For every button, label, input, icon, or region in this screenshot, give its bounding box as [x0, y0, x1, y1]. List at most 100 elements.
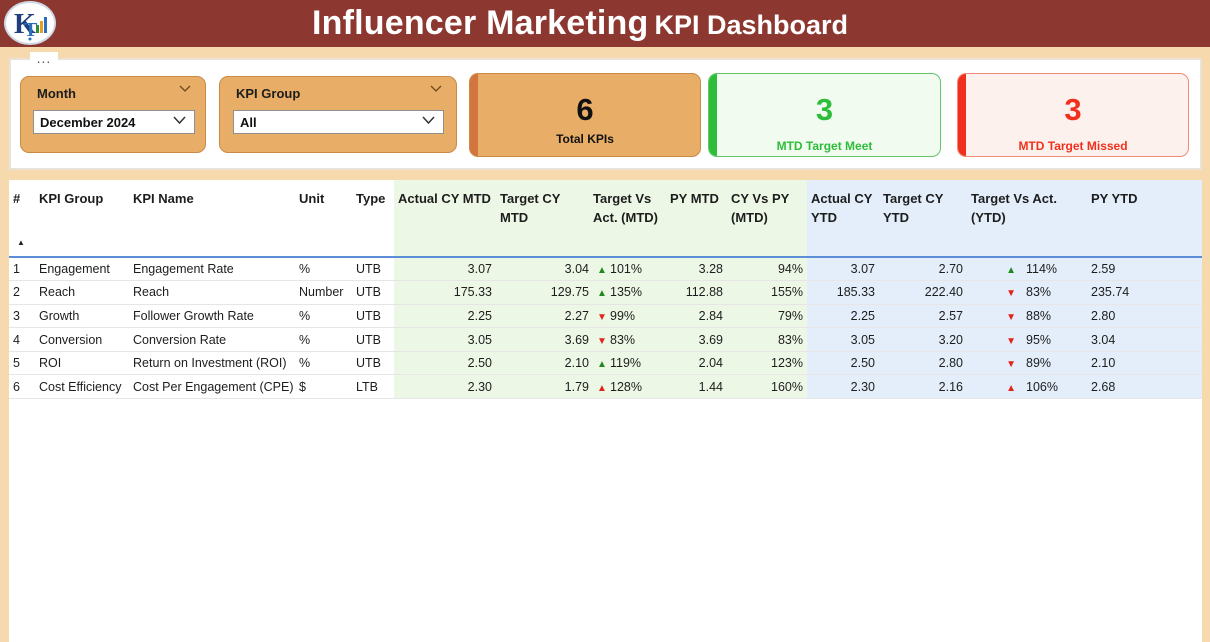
- kpi-table-panel: # ▲ KPI Group KPI Name Unit Type Actual C…: [9, 180, 1202, 642]
- cell-index: 3: [9, 304, 35, 329]
- cell-target-cy-ytd: 2.57: [879, 304, 967, 329]
- table-row[interactable]: 5 ROI Return on Investment (ROI)% UTB 2.50 2.…: [9, 351, 1202, 376]
- cell-target-cy-mtd: 3.04: [496, 257, 593, 282]
- table-row[interactable]: 4 Conversion Conversion Rate% UTB 3.05 3.69 ▼ 8…: [9, 327, 1202, 352]
- cell-target-vs-act-ytd: 83%: [1022, 280, 1087, 305]
- cell-status-icon-mtd: ▼: [593, 327, 607, 352]
- cell-actual-cy-ytd: 3.05: [807, 327, 879, 352]
- cell-status-icon-mtd: ▲: [593, 374, 607, 400]
- more-options-icon[interactable]: ...: [30, 51, 58, 66]
- cell-kpi-name: Conversion Rate: [129, 327, 295, 352]
- cell-index: 5: [9, 351, 35, 376]
- card-accent-stripe: [709, 74, 717, 156]
- cell-kpi-group: Cost Efficiency: [35, 374, 129, 400]
- col-header-index[interactable]: # ▲: [9, 180, 35, 257]
- cell-target-vs-act-mtd: 135%: [606, 280, 666, 305]
- cell-status-icon-mtd: ▲: [593, 351, 607, 376]
- kpi-group-dropdown[interactable]: All: [233, 110, 444, 134]
- page-title: Influencer Marketing KPI Dashboard: [0, 0, 1160, 47]
- kpi-group-slicer: KPI Group All: [219, 76, 457, 153]
- svg-text:T: T: [24, 19, 38, 41]
- col-header-kpi-group[interactable]: KPI Group: [39, 191, 104, 206]
- month-slicer: Month December 2024: [20, 76, 206, 153]
- logo-icon: K T: [4, 1, 56, 45]
- month-selected-value: December 2024: [40, 115, 136, 130]
- mtd-target-meet-value: 3: [815, 92, 834, 127]
- cell-index: 2: [9, 280, 35, 305]
- cell-status-icon-ytd: ▼: [967, 351, 1022, 376]
- cell-status-icon-ytd: ▼: [967, 327, 1022, 352]
- cell-target-vs-act-ytd: 89%: [1022, 351, 1087, 376]
- cell-target-cy-mtd: 3.69: [496, 327, 593, 352]
- col-header-py-ytd[interactable]: PY YTD: [1087, 180, 1202, 257]
- table-row[interactable]: 6 Cost Efficiency Cost Per Engagement (CPE…: [9, 374, 1202, 400]
- col-header-unit[interactable]: Unit: [299, 191, 325, 206]
- cell-cy-vs-py-mtd: 155%: [727, 280, 807, 305]
- cell-actual-cy-ytd: 2.30: [807, 374, 879, 400]
- up-arrow-icon: ▲: [597, 288, 607, 300]
- col-header-target-cy-mtd[interactable]: Target CY MTD: [496, 180, 593, 257]
- total-kpis-caption: Total KPIs: [556, 132, 614, 146]
- chevron-down-icon[interactable]: [430, 85, 442, 93]
- col-header-target-vs-act-mtd[interactable]: Target Vs Act. (MTD): [593, 180, 666, 257]
- cell-target-vs-act-mtd: 99%: [606, 304, 666, 329]
- cell-status-icon-mtd: ▲: [593, 280, 607, 305]
- kpi-group-selected-value: All: [240, 115, 257, 130]
- col-header-type[interactable]: Type: [356, 191, 386, 206]
- cell-target-vs-act-mtd: 101%: [606, 257, 666, 282]
- cell-kpi-group: ROI: [35, 351, 129, 376]
- cell-target-vs-act-ytd: 114%: [1022, 257, 1087, 282]
- cell-target-cy-ytd: 2.70: [879, 257, 967, 282]
- down-arrow-icon: ▼: [1006, 359, 1016, 371]
- cell-actual-cy-mtd: 2.25: [394, 304, 496, 329]
- chevron-down-icon: [173, 116, 186, 125]
- col-header-target-vs-act-ytd[interactable]: Target Vs Act. (YTD): [967, 180, 1087, 257]
- cell-cy-vs-py-mtd: 83%: [727, 327, 807, 352]
- cell-target-cy-mtd: 129.75: [496, 280, 593, 305]
- col-header-actual-cy-ytd[interactable]: Actual CY YTD: [807, 180, 879, 257]
- sort-ascending-icon[interactable]: ▲: [17, 238, 25, 247]
- cell-target-cy-ytd: 2.16: [879, 374, 967, 400]
- table-row[interactable]: 3 Growth Follower Growth Rate% UTB 2.25 2.27 ▼…: [9, 304, 1202, 329]
- cell-target-vs-act-ytd: 95%: [1022, 327, 1087, 352]
- card-accent-stripe: [958, 74, 966, 156]
- cell-target-cy-ytd: 222.40: [879, 280, 967, 305]
- kpi-group-slicer-label: KPI Group: [236, 86, 301, 101]
- cell-target-cy-mtd: 2.27: [496, 304, 593, 329]
- cell-index: 4: [9, 327, 35, 352]
- cell-type: UTB: [352, 351, 394, 376]
- total-kpis-value: 6: [576, 92, 594, 127]
- cell-target-cy-mtd: 1.79: [496, 374, 593, 400]
- cell-actual-cy-mtd: 3.05: [394, 327, 496, 352]
- cell-unit: %: [295, 327, 352, 352]
- month-dropdown[interactable]: December 2024: [33, 110, 195, 134]
- col-header-actual-cy-mtd[interactable]: Actual CY MTD: [394, 180, 496, 257]
- col-header-kpi-name[interactable]: KPI Name: [133, 191, 194, 206]
- cell-unit: %: [295, 351, 352, 376]
- cell-kpi-name: Follower Growth Rate: [129, 304, 295, 329]
- table-row[interactable]: 1 Engagement Engagement Rate% UTB 3.07 3.04 ▲ 1…: [9, 257, 1202, 282]
- col-header-py-mtd[interactable]: PY MTD: [666, 180, 727, 257]
- cell-cy-vs-py-mtd: 123%: [727, 351, 807, 376]
- cell-py-mtd: 2.84: [666, 304, 727, 329]
- col-header-target-cy-ytd[interactable]: Target CY YTD: [879, 180, 967, 257]
- cell-actual-cy-ytd: 2.25: [807, 304, 879, 329]
- chevron-down-icon[interactable]: [179, 85, 191, 93]
- cell-target-vs-act-mtd: 119%: [606, 351, 666, 376]
- down-arrow-icon: ▼: [597, 311, 607, 323]
- cell-actual-cy-mtd: 175.33: [394, 280, 496, 305]
- cell-cy-vs-py-mtd: 79%: [727, 304, 807, 329]
- mtd-target-meet-caption: MTD Target Meet: [776, 139, 873, 153]
- cell-type: UTB: [352, 280, 394, 305]
- title-sub: KPI Dashboard: [654, 10, 849, 40]
- cell-status-icon-mtd: ▲: [593, 257, 607, 282]
- cell-unit: $: [295, 374, 352, 400]
- total-kpis-card: 6 Total KPIs: [469, 73, 701, 157]
- cell-status-icon-mtd: ▼: [593, 304, 607, 329]
- cell-target-cy-ytd: 3.20: [879, 327, 967, 352]
- col-header-cy-vs-py-mtd[interactable]: CY Vs PY (MTD): [727, 180, 807, 257]
- table-row[interactable]: 2 Reach Reach Number UTB 175.33 129.75 ▲ 135% 112…: [9, 280, 1202, 305]
- cell-index: 1: [9, 257, 35, 282]
- cell-kpi-name: Engagement Rate: [129, 257, 295, 282]
- up-arrow-icon: ▲: [1006, 382, 1016, 394]
